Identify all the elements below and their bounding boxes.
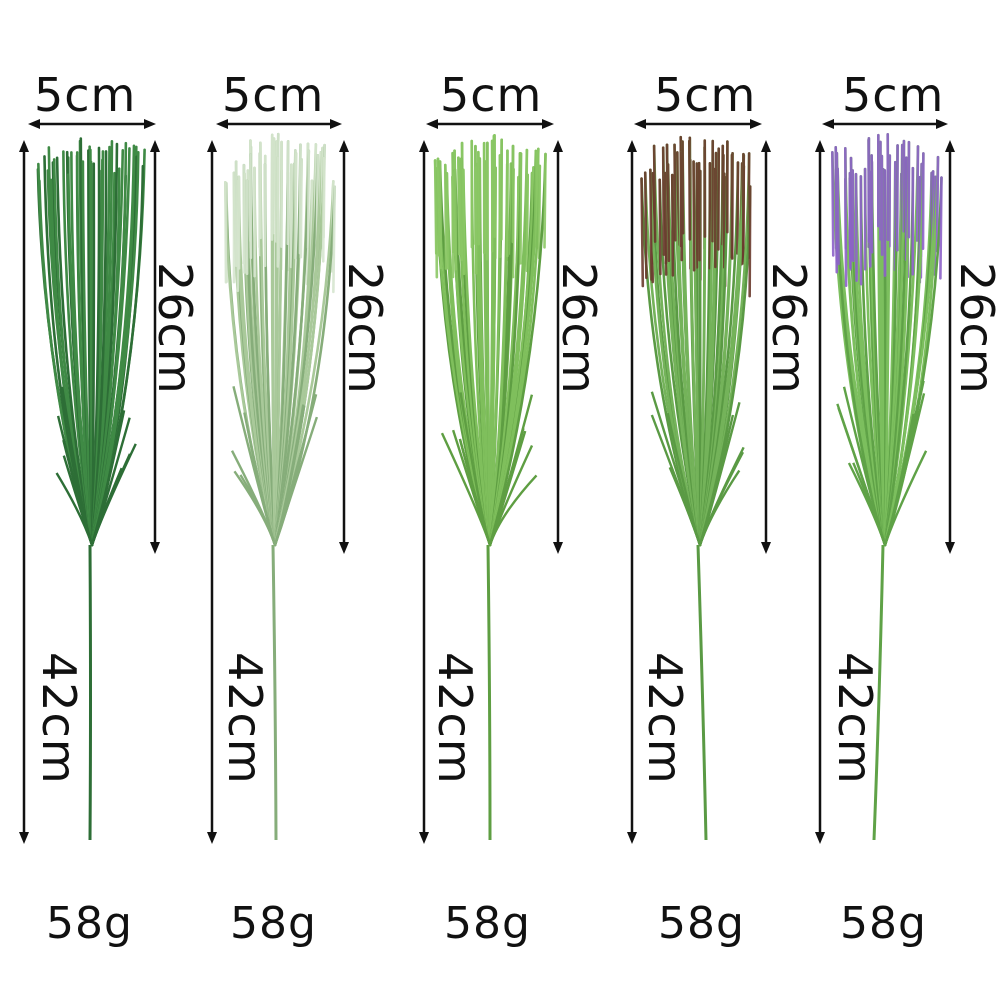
- width-label-5: 5cm: [842, 68, 945, 122]
- outer-leaf: [243, 412, 277, 546]
- plant-2: [224, 132, 337, 841]
- leaf: [66, 173, 94, 547]
- leaf: [652, 144, 702, 547]
- leaf-tip: [443, 163, 448, 270]
- weight-label-5: 58g: [840, 898, 927, 949]
- weight-label-1: 58g: [46, 898, 133, 949]
- outer-leaf: [698, 469, 741, 546]
- leaf-tip: [681, 140, 685, 235]
- leaf-tip: [663, 171, 668, 265]
- leaf-tip: [748, 185, 752, 298]
- outer-leaf: [837, 407, 887, 546]
- leaf-tip: [679, 151, 684, 262]
- outer-leaf: [62, 439, 94, 546]
- leaf: [90, 150, 140, 547]
- leaf-tip: [849, 156, 853, 262]
- leaf-tip: [436, 157, 441, 257]
- leaf-tip: [537, 164, 542, 260]
- total-length-label-1: 42cm: [32, 652, 86, 785]
- leaf-tip: [844, 177, 848, 287]
- total-length-label-2: 42cm: [218, 652, 272, 785]
- total-length-label-4: 42cm: [638, 652, 692, 785]
- leaf-tip: [939, 176, 943, 280]
- leaf-tip: [224, 180, 228, 284]
- total-length-label-5: 42cm: [828, 652, 882, 785]
- leaf: [90, 150, 108, 547]
- leaf: [273, 146, 324, 547]
- leaf-tip: [670, 173, 675, 277]
- leaf-tip: [688, 139, 692, 241]
- leaf-tip: [438, 160, 443, 270]
- width-label-1: 5cm: [34, 68, 137, 122]
- leaf: [55, 156, 94, 547]
- plant-1: [36, 137, 146, 841]
- leaf-tip: [652, 144, 657, 243]
- head-length-label-1: 26cm: [148, 262, 202, 395]
- plant-stem: [271, 544, 278, 841]
- head-length-label-5: 26cm: [950, 262, 1001, 395]
- leaf-tip: [459, 157, 464, 262]
- plant-stem: [88, 544, 92, 841]
- width-label-3: 5cm: [440, 68, 543, 122]
- outer-leaf: [273, 405, 306, 546]
- width-label-2: 5cm: [222, 68, 325, 122]
- plant-4: [640, 135, 752, 841]
- outer-leaf: [666, 412, 702, 546]
- plant-stem: [486, 544, 492, 841]
- leaf-tip: [649, 168, 653, 281]
- head-length-label-4: 26cm: [762, 262, 816, 395]
- weight-label-4: 58g: [658, 898, 745, 949]
- leaf-tip: [332, 185, 337, 294]
- width-label-4: 5cm: [654, 68, 757, 122]
- leaf-tip: [831, 150, 835, 257]
- leaf-tip: [851, 169, 855, 263]
- leaf-tip: [462, 168, 466, 276]
- leaf-tip: [643, 171, 648, 279]
- leaf-tip: [640, 177, 645, 288]
- leaf-tip: [321, 156, 326, 263]
- leaf-tip: [854, 172, 858, 282]
- leaf-tip: [306, 149, 311, 250]
- leaf-tip: [666, 163, 671, 262]
- plant-5: [831, 133, 943, 841]
- outer-leaf: [90, 417, 131, 546]
- outer-leaf: [459, 392, 492, 546]
- leaf-tip: [272, 137, 276, 235]
- leaf-tip: [457, 156, 461, 256]
- leaf-tip: [915, 145, 920, 242]
- head-length-label-3: 26cm: [552, 262, 606, 395]
- leaf-tip: [445, 171, 449, 270]
- head-length-label-2: 26cm: [338, 262, 392, 395]
- plant-stem: [696, 544, 708, 841]
- leaf-tip: [433, 159, 438, 255]
- total-length-label-3: 42cm: [428, 652, 482, 785]
- leaf-tip: [661, 146, 666, 256]
- leaf-tip: [658, 178, 662, 276]
- leaf-tip: [673, 143, 677, 242]
- plant-3: [433, 133, 547, 841]
- weight-label-2: 58g: [230, 898, 317, 949]
- outer-leaf: [883, 413, 915, 546]
- weight-label-3: 58g: [444, 898, 531, 949]
- leaf-tip: [451, 175, 455, 279]
- outer-leaf: [488, 444, 534, 546]
- leaf-tip: [453, 168, 458, 271]
- leaf-tip: [836, 167, 840, 266]
- leaf-tip: [543, 152, 547, 249]
- plant-stem: [872, 544, 885, 841]
- leaf-tip: [935, 155, 940, 253]
- leaf-tip: [525, 173, 529, 273]
- leaf: [488, 152, 547, 547]
- leaf-tip: [834, 168, 839, 274]
